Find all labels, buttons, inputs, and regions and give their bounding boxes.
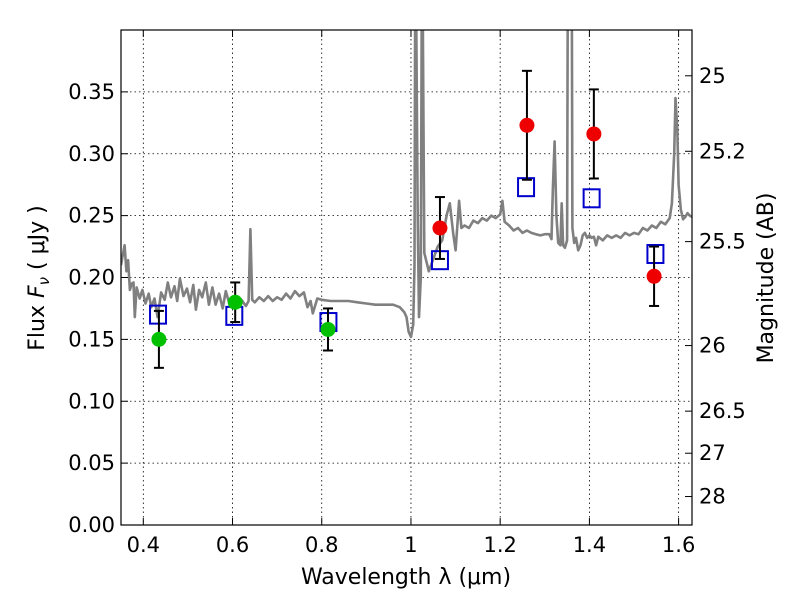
x-tick-label: 0.8 [305, 533, 338, 557]
model-box [646, 243, 665, 264]
nir-point [586, 126, 602, 142]
x-tick-label: 1.2 [483, 533, 516, 557]
y-tick-label: 0.15 [68, 327, 115, 351]
y2-tick-label: 26.5 [699, 399, 746, 423]
nir-point [646, 268, 662, 284]
y2-tick-label: 25.2 [699, 139, 746, 163]
x-axis-label: Wavelength λ (μm) [301, 565, 511, 590]
y2-tick-label: 28 [699, 485, 726, 509]
y-axis-label-prefix: Flux [25, 298, 50, 351]
y-axis-label-unit: ( μJy ) [25, 205, 50, 277]
y-axis-label: Flux Fν ( μJy ) [25, 205, 53, 350]
y-tick-label: 0.20 [68, 266, 115, 290]
nir-point [519, 117, 535, 133]
model-box [582, 188, 601, 209]
x-tick-label: 1 [404, 533, 417, 557]
spectrum-layer [121, 30, 692, 339]
y-tick-label: 0.35 [68, 80, 115, 104]
points-layer [149, 69, 665, 369]
optical-point [151, 331, 167, 347]
axis-ticks: 0.4 0.6 0.8 1 1.2 1.4 1.6 0.00 0.05 0.10 0.15 0.20 0… [68, 30, 746, 557]
y-tick-label: 0.00 [68, 513, 115, 537]
x-tick-label: 1.4 [573, 533, 606, 557]
secondary-y-axis-label: Magnitude (AB) [754, 193, 779, 364]
x-tick-label: 0.6 [216, 533, 249, 557]
optical-point [320, 321, 336, 337]
y2-tick-label: 25 [699, 64, 726, 88]
y-axis-label-subscript: ν [35, 277, 53, 285]
y-axis-label-symbol: F [25, 285, 50, 298]
nir-point [432, 220, 448, 236]
x-tick-label: 1.6 [662, 533, 695, 557]
y-tick-label: 0.05 [68, 451, 115, 475]
y-tick-label: 0.10 [68, 389, 115, 413]
spectrum-line [121, 30, 692, 339]
grid [121, 30, 692, 525]
y2-tick-label: 26 [699, 334, 726, 358]
y2-tick-label: 25.5 [699, 230, 746, 254]
y-tick-label: 0.30 [68, 142, 115, 166]
optical-point [227, 294, 243, 310]
y-tick-label: 0.25 [68, 204, 115, 228]
x-tick-label: 0.4 [127, 533, 160, 557]
y2-tick-label: 27 [699, 441, 726, 465]
